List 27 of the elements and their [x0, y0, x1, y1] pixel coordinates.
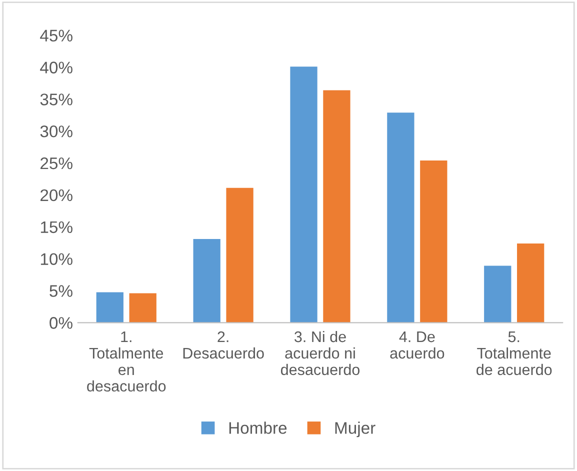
y-tick-label: 40%	[40, 62, 72, 74]
x-tick-label: 3. Ni de acuerdo ni desacuerdo	[280, 330, 360, 376]
bar	[323, 90, 350, 323]
x-tick-label: 1. Totalmente en desacuerdo	[87, 332, 166, 392]
y-tick-label: 30%	[40, 125, 72, 138]
bar	[226, 188, 254, 323]
bar	[484, 266, 512, 323]
bar	[387, 112, 414, 323]
bar	[420, 160, 448, 323]
legend-label: Hombre	[229, 422, 287, 434]
y-tick-label: 35%	[40, 94, 72, 106]
y-tick-label: 10%	[40, 253, 72, 265]
y-tick-label: 20%	[40, 189, 72, 202]
x-tick-label: 4. De acuerdo	[390, 332, 444, 359]
bar	[96, 292, 124, 323]
y-tick-label: 0%	[50, 317, 72, 329]
y-tick-label: 25%	[40, 157, 72, 170]
y-tick-label: 5%	[50, 285, 72, 297]
bar	[193, 238, 220, 323]
bar	[290, 66, 318, 323]
y-tick-label: 15%	[40, 221, 72, 234]
x-tick-label: 2. Desacuerdo	[183, 331, 264, 359]
bar	[517, 243, 544, 323]
legend-label: Mujer	[335, 422, 376, 438]
y-tick-label: 45%	[40, 30, 72, 42]
bar	[129, 293, 156, 323]
x-tick-label: 5. Totalmente de acuerdo	[476, 332, 552, 376]
